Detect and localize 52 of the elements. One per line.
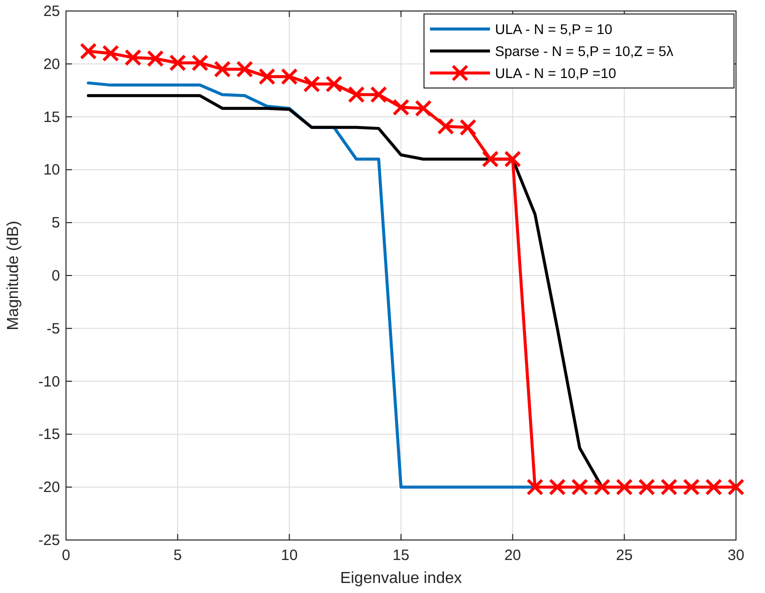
y-tick-label: 25 bbox=[43, 3, 60, 20]
y-tick-label: 20 bbox=[43, 56, 60, 73]
point bbox=[326, 76, 342, 92]
y-tick-label: -5 bbox=[46, 320, 60, 338]
point bbox=[638, 478, 656, 496]
point bbox=[460, 118, 476, 136]
y-tick-label: -15 bbox=[38, 426, 60, 444]
legend-label: ULA - N = 5,P = 10 bbox=[495, 21, 612, 37]
legend-label: Sparse - N = 5,P = 10,Z = 5λ bbox=[495, 43, 674, 59]
point bbox=[526, 478, 544, 496]
x-tick-label: 20 bbox=[504, 547, 522, 564]
point bbox=[504, 150, 522, 168]
y-tick-label: 0 bbox=[52, 268, 60, 284]
point bbox=[303, 76, 320, 92]
point bbox=[437, 118, 454, 135]
y-axis-title: Magnitude (dB) bbox=[5, 220, 22, 330]
point bbox=[102, 44, 120, 62]
point bbox=[146, 50, 164, 68]
point bbox=[571, 478, 588, 496]
legend-label: ULA - N = 10,P =10 bbox=[495, 65, 616, 81]
point bbox=[80, 42, 97, 60]
y-tick-label: 15 bbox=[43, 108, 60, 126]
x-tick-label: 30 bbox=[728, 547, 744, 564]
y-tick-label: -25 bbox=[38, 532, 60, 549]
point bbox=[192, 54, 208, 72]
point bbox=[728, 478, 744, 496]
point bbox=[682, 478, 700, 496]
x-tick-label: 25 bbox=[616, 547, 633, 564]
y-tick-label: -20 bbox=[38, 479, 60, 496]
point bbox=[236, 60, 254, 78]
y-tick-label: 10 bbox=[43, 162, 60, 179]
point bbox=[548, 478, 566, 496]
x-tick-label: 15 bbox=[392, 547, 410, 564]
point bbox=[169, 54, 186, 72]
point bbox=[124, 49, 142, 66]
x-tick-label: 10 bbox=[280, 547, 298, 564]
point bbox=[660, 478, 678, 496]
point bbox=[214, 60, 231, 78]
y-tick-label: 5 bbox=[52, 214, 60, 232]
point bbox=[594, 478, 610, 496]
point bbox=[370, 86, 388, 104]
point bbox=[258, 68, 276, 86]
point bbox=[280, 68, 298, 86]
point bbox=[348, 86, 365, 104]
x-axis-title: Eigenvalue index bbox=[340, 570, 462, 587]
point bbox=[414, 100, 432, 117]
point bbox=[616, 478, 633, 496]
point bbox=[482, 150, 499, 168]
y-tick-label: -10 bbox=[38, 373, 60, 390]
point bbox=[705, 478, 722, 496]
point bbox=[392, 98, 410, 116]
x-tick-label: 5 bbox=[173, 547, 182, 564]
